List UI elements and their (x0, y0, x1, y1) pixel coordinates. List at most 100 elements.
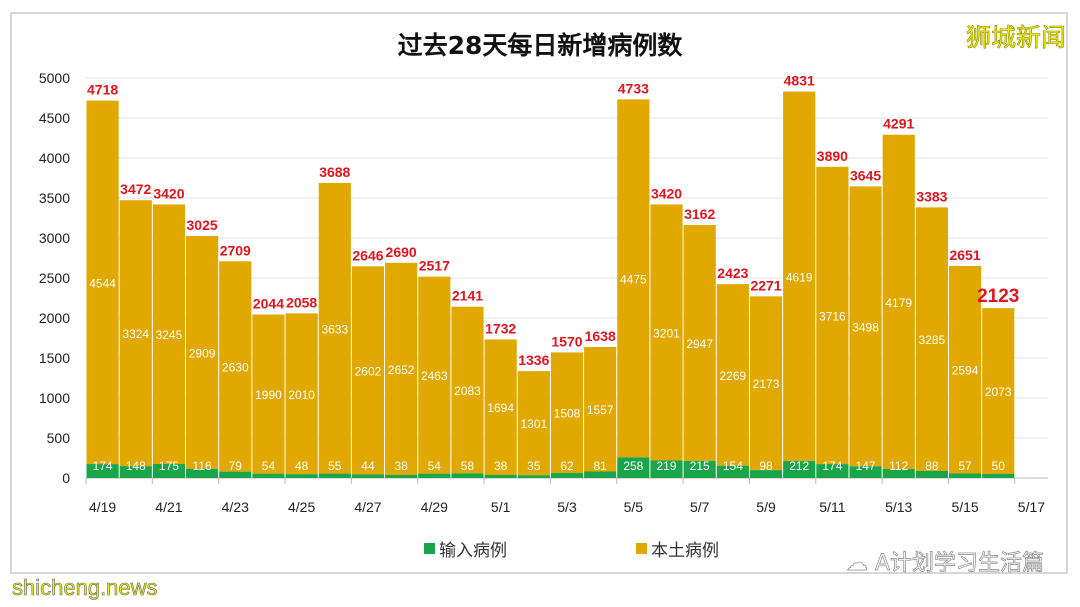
total-label: 4718 (87, 82, 118, 98)
bar-local (152, 204, 186, 464)
y-tick-label: 3500 (39, 190, 70, 206)
total-label: 1336 (518, 352, 549, 368)
bar-imported (285, 474, 318, 478)
legend-item-local: 本土病例 (636, 536, 719, 561)
imported-label: 57 (958, 459, 972, 473)
local-label: 2602 (355, 364, 382, 378)
local-label: 2630 (222, 360, 249, 374)
bar-imported (252, 473, 285, 478)
local-label: 2010 (288, 388, 315, 402)
bar-imported (152, 464, 186, 478)
total-label: 3645 (850, 167, 881, 183)
x-tick-label: 4/29 (421, 499, 448, 515)
bar-imported (517, 475, 550, 478)
local-label: 3498 (852, 320, 879, 334)
total-label: 2141 (452, 288, 483, 304)
imported-label: 88 (925, 459, 939, 473)
total-label: 1570 (551, 333, 582, 349)
wechat-watermark-text: A计划学习生活篇 (874, 551, 1045, 577)
imported-label: 174 (822, 459, 842, 473)
local-label: 3201 (653, 326, 680, 340)
local-label: 2594 (952, 364, 979, 378)
bar-local (550, 352, 584, 474)
wechat-icon: ☁ (845, 551, 875, 577)
bar-imported (351, 474, 385, 478)
bar-imported (584, 471, 617, 478)
y-tick-label: 500 (47, 430, 71, 446)
local-label: 1990 (255, 388, 282, 402)
local-label: 3324 (122, 327, 149, 341)
site-watermark: shicheng.news (12, 575, 158, 601)
bar-local (451, 306, 484, 474)
total-label: 4831 (784, 73, 815, 89)
bar-local (816, 166, 849, 465)
y-tick-label: 4000 (39, 150, 70, 166)
bar-local (948, 265, 982, 474)
bar-imported (451, 473, 484, 478)
imported-label: 116 (193, 459, 212, 473)
local-label: 2083 (454, 384, 481, 398)
x-tick-label: 4/23 (222, 499, 249, 515)
total-label: 2058 (286, 294, 317, 310)
local-label: 2947 (686, 337, 713, 351)
bar-imported (418, 473, 451, 478)
bar-imported (484, 474, 517, 478)
total-label: 3383 (916, 188, 947, 204)
bar-imported (86, 464, 119, 478)
imported-label: 79 (229, 459, 243, 473)
local-label: 3633 (321, 322, 348, 336)
x-tick-label: 5/11 (819, 499, 845, 515)
legend-label-imported: 输入病例 (439, 541, 507, 561)
local-label: 3245 (156, 328, 183, 342)
total-label: 2651 (949, 247, 980, 263)
imported-label: 62 (560, 459, 574, 473)
bar-local (318, 182, 351, 474)
total-label: 2690 (386, 244, 417, 260)
bar-local (982, 308, 1015, 474)
total-label: 1638 (585, 328, 616, 344)
total-label: 2123 (977, 286, 1019, 307)
bar-local (882, 134, 915, 470)
local-label: 4475 (620, 272, 647, 286)
x-tick-label: 5/9 (756, 499, 776, 515)
bar-local (351, 266, 385, 475)
imported-label: 147 (856, 459, 876, 473)
bar-imported (550, 473, 584, 478)
x-tick-label: 5/15 (951, 499, 978, 515)
x-tick-label: 4/21 (155, 499, 182, 515)
local-label: 1557 (587, 403, 614, 417)
bar-local (849, 186, 882, 467)
bar-imported (716, 465, 749, 478)
total-label: 4291 (883, 116, 914, 132)
bar-local (484, 339, 517, 475)
bar-imported (982, 474, 1015, 478)
bar-imported (948, 473, 982, 478)
imported-label: 212 (789, 459, 809, 473)
y-tick-label: 5000 (39, 70, 70, 86)
imported-label: 215 (690, 459, 710, 473)
local-label: 2463 (421, 369, 448, 383)
imported-label: 148 (126, 459, 146, 473)
local-label: 2073 (985, 385, 1012, 399)
imported-label: 38 (394, 459, 408, 473)
local-label: 4619 (786, 270, 813, 284)
bar-imported (915, 470, 948, 478)
x-tick-label: 5/5 (624, 499, 644, 515)
total-label: 3472 (120, 181, 151, 197)
bar-imported (318, 473, 351, 478)
total-label: 3420 (153, 185, 184, 201)
y-tick-label: 0 (62, 470, 70, 486)
bar-imported (617, 457, 650, 478)
bar-imported (186, 468, 219, 478)
y-tick-label: 3000 (39, 230, 70, 246)
bar-local (683, 225, 716, 461)
chart-title: 过去28天每日新增病例数 (397, 31, 683, 60)
x-tick-label: 5/7 (690, 499, 710, 515)
bar-imported (650, 460, 683, 478)
imported-label: 219 (657, 459, 677, 473)
bar-imported (749, 470, 783, 478)
x-tick-label: 4/27 (354, 499, 381, 515)
y-tick-label: 1500 (39, 350, 70, 366)
bar-local (749, 296, 783, 471)
x-tick-label: 4/25 (288, 499, 315, 515)
